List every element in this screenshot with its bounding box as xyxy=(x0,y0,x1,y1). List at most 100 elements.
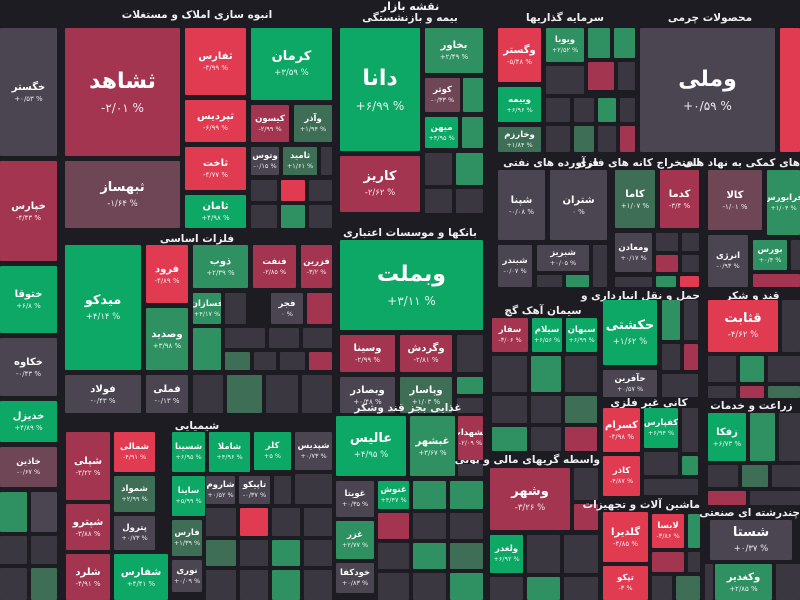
treemap-cell-unlabeled[interactable] xyxy=(193,375,223,413)
treemap-cell-unlabeled[interactable] xyxy=(378,573,409,600)
treemap-cell[interactable]: ثفارس -۴/۹۹ % xyxy=(185,28,246,95)
treemap-cell-unlabeled[interactable] xyxy=(206,570,236,600)
treemap-cell-unlabeled[interactable] xyxy=(574,504,598,530)
treemap-cell-unlabeled[interactable] xyxy=(463,78,483,112)
treemap-cell-unlabeled[interactable] xyxy=(302,375,332,413)
treemap-cell-unlabeled[interactable] xyxy=(662,374,698,397)
treemap-cell[interactable]: سفار -۳/۰۶ % xyxy=(492,318,528,352)
treemap-cell-unlabeled[interactable] xyxy=(240,570,268,600)
treemap-cell-unlabeled[interactable] xyxy=(462,117,483,148)
treemap-cell-unlabeled[interactable] xyxy=(656,255,678,272)
treemap-cell[interactable]: فرود -۴/۸۹ % xyxy=(146,245,188,303)
treemap-cell-unlabeled[interactable] xyxy=(240,508,268,536)
treemap-cell[interactable]: کاذر -۴/۸۷ % xyxy=(603,456,640,496)
treemap-cell-unlabeled[interactable] xyxy=(708,465,738,487)
treemap-cell-unlabeled[interactable] xyxy=(708,386,736,398)
treemap-cell[interactable]: انرژی -۰/۹۳ % xyxy=(708,235,748,287)
treemap-cell-unlabeled[interactable] xyxy=(620,126,635,152)
treemap-cell-unlabeled[interactable] xyxy=(564,577,598,600)
treemap-cell-unlabeled[interactable] xyxy=(565,396,597,423)
treemap-cell[interactable]: بخاور +۲/۴۹ % xyxy=(425,28,483,73)
treemap-cell-unlabeled[interactable] xyxy=(304,508,332,536)
treemap-cell-unlabeled[interactable] xyxy=(272,570,300,600)
treemap-cell-unlabeled[interactable] xyxy=(281,205,305,228)
treemap-cell-unlabeled[interactable] xyxy=(527,577,560,600)
treemap-cell-unlabeled[interactable] xyxy=(280,352,305,370)
treemap-cell[interactable]: وملی +۰/۵۹ % xyxy=(640,28,775,152)
treemap-cell[interactable]: شپنا -۰/۰۸ % xyxy=(498,170,545,240)
treemap-cell[interactable]: نوری +۰/۰۹ % xyxy=(172,560,202,592)
treemap-cell[interactable]: عالیس +۴/۹۵ % xyxy=(336,416,406,476)
treemap-cell-unlabeled[interactable] xyxy=(450,573,483,600)
treemap-cell[interactable]: شمالی -۴/۹۱ % xyxy=(114,432,155,472)
treemap-cell[interactable]: وگستر -۵/۴۸ % xyxy=(498,28,541,82)
treemap-cell-unlabeled[interactable] xyxy=(303,328,332,348)
treemap-cell[interactable]: وبیمه +۶/۹۶ % xyxy=(498,87,541,122)
treemap-cell-unlabeled[interactable] xyxy=(206,508,236,536)
treemap-cell-unlabeled[interactable] xyxy=(492,396,527,423)
treemap-cell-unlabeled[interactable] xyxy=(193,328,221,370)
treemap-cell[interactable]: خگستر +۰/۵۳ % xyxy=(0,28,57,156)
treemap-cell-unlabeled[interactable] xyxy=(450,513,483,539)
treemap-cell[interactable]: بورس +۰/۴ % xyxy=(753,240,787,270)
treemap-cell-unlabeled[interactable] xyxy=(676,576,700,600)
treemap-cell-unlabeled[interactable] xyxy=(0,492,27,532)
treemap-cell-unlabeled[interactable] xyxy=(656,276,676,287)
treemap-cell-unlabeled[interactable] xyxy=(378,513,409,539)
treemap-cell[interactable]: حآفرین +۰/۵۷ % xyxy=(603,370,657,397)
treemap-cell[interactable]: وبصادر +۰/۴۸ % xyxy=(340,377,395,413)
treemap-cell-unlabeled[interactable] xyxy=(776,564,800,600)
treemap-cell-unlabeled[interactable] xyxy=(680,276,699,287)
treemap-cell[interactable]: ثاخت -۴/۷۷ % xyxy=(185,147,246,190)
treemap-cell-unlabeled[interactable] xyxy=(413,481,446,509)
treemap-cell-unlabeled[interactable] xyxy=(742,465,768,487)
treemap-cell[interactable]: سیلام +۶/۵۶ % xyxy=(532,318,562,352)
treemap-cell-unlabeled[interactable] xyxy=(225,293,246,324)
treemap-cell[interactable]: ثامان +۴/۹۸ % xyxy=(185,195,246,228)
treemap-cell-unlabeled[interactable] xyxy=(531,396,561,423)
treemap-cell[interactable]: شپلی -۳/۲۲ % xyxy=(66,432,110,500)
treemap-cell-unlabeled[interactable] xyxy=(782,300,800,352)
treemap-cell[interactable]: وصدید +۳/۹۸ % xyxy=(146,308,188,370)
treemap-cell[interactable]: دانا +۶/۹۹ % xyxy=(340,28,420,151)
treemap-cell[interactable]: فسازان+۴/۱۷ % xyxy=(193,293,221,324)
treemap-cell[interactable]: شبندر -۰/۰۷ % xyxy=(498,245,532,287)
treemap-cell-unlabeled[interactable] xyxy=(546,98,570,122)
treemap-cell[interactable]: ویوبا +۲/۵۲ % xyxy=(546,28,584,62)
treemap-cell[interactable]: میدکو +۴/۱۴ % xyxy=(65,245,141,370)
treemap-cell[interactable]: ثامید +۱/۶۱ % xyxy=(283,147,317,175)
treemap-cell-unlabeled[interactable] xyxy=(772,465,800,487)
treemap-cell-unlabeled[interactable] xyxy=(546,66,584,94)
treemap-cell[interactable]: وسینا -۲/۹۹ % xyxy=(340,335,395,372)
treemap-cell-unlabeled[interactable] xyxy=(574,468,598,500)
treemap-cell[interactable]: شاروم +۰/۵۲ % xyxy=(206,476,235,504)
treemap-cell-unlabeled[interactable] xyxy=(304,540,332,566)
treemap-cell-unlabeled[interactable] xyxy=(574,126,594,152)
treemap-cell-unlabeled[interactable] xyxy=(307,293,332,324)
treemap-cell[interactable]: غشهداب-۲/۰۹ % xyxy=(458,416,483,460)
treemap-cell-unlabeled[interactable] xyxy=(652,576,672,600)
treemap-cell-unlabeled[interactable] xyxy=(490,577,523,600)
treemap-cell-unlabeled[interactable] xyxy=(574,98,594,122)
treemap-cell-unlabeled[interactable] xyxy=(304,570,332,600)
treemap-cell[interactable]: ثبهساز -۱/۶۴ % xyxy=(65,161,180,228)
treemap-cell-unlabeled[interactable] xyxy=(682,408,698,452)
treemap-cell-unlabeled[interactable] xyxy=(492,427,527,451)
treemap-cell[interactable]: وآذر +۱/۹۴ % xyxy=(294,105,332,142)
treemap-cell-unlabeled[interactable] xyxy=(682,255,699,272)
treemap-cell[interactable]: تپکو -۳ % xyxy=(603,566,648,600)
treemap-cell-unlabeled[interactable] xyxy=(450,543,483,569)
treemap-cell[interactable]: فزرین -۳/۲ % xyxy=(301,245,332,288)
treemap-cell-unlabeled[interactable] xyxy=(753,274,800,287)
treemap-cell-unlabeled[interactable] xyxy=(740,356,764,382)
treemap-cell-unlabeled[interactable] xyxy=(779,413,800,461)
treemap-cell[interactable]: کسرام -۴/۹۸ % xyxy=(603,408,640,452)
treemap-cell-unlabeled[interactable] xyxy=(705,564,713,600)
treemap-cell-unlabeled[interactable] xyxy=(457,398,483,413)
treemap-cell-unlabeled[interactable] xyxy=(566,275,589,287)
treemap-cell-unlabeled[interactable] xyxy=(206,540,236,566)
treemap-cell[interactable]: وخارزم +۱/۸۴ % xyxy=(498,127,541,152)
treemap-cell-unlabeled[interactable] xyxy=(688,552,700,572)
treemap-cell-unlabeled[interactable] xyxy=(684,344,698,370)
treemap-cell-unlabeled[interactable] xyxy=(662,344,680,370)
